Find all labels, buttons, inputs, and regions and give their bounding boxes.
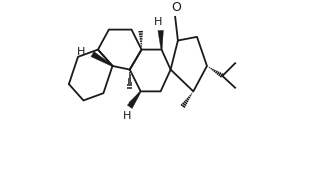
Text: H: H xyxy=(154,17,163,27)
Text: H: H xyxy=(77,47,85,57)
Text: H: H xyxy=(123,111,131,121)
Text: O: O xyxy=(171,1,181,14)
Polygon shape xyxy=(91,52,113,66)
Polygon shape xyxy=(127,91,141,109)
Polygon shape xyxy=(158,30,163,50)
